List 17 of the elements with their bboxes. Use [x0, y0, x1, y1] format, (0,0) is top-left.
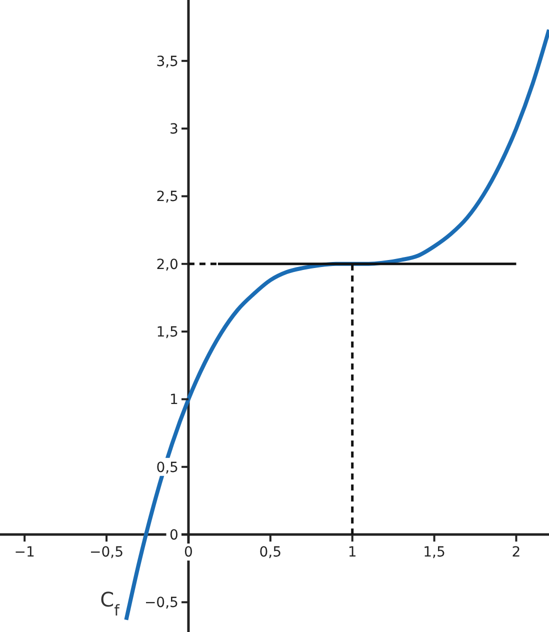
y-tick-label: 1	[170, 392, 178, 408]
x-tick-label: 2	[512, 544, 521, 561]
x-tick-label: 0	[184, 544, 193, 561]
x-tick-label: 1	[348, 544, 357, 561]
x-tick-label: −0,5	[90, 544, 124, 561]
y-tick-label: 0	[170, 528, 178, 544]
y-tick-label: −0,5	[144, 595, 178, 612]
x-tick-label: 0,5	[259, 544, 282, 561]
y-tick-label: 2,5	[156, 189, 178, 206]
annotation: C$_{f}$	[100, 588, 120, 620]
y-tick-label: 2,0	[156, 256, 178, 273]
y-tick-label: 0,5	[156, 460, 178, 476]
y-tick-label: 3	[170, 122, 178, 138]
y-tick-label: 3,5	[156, 54, 178, 70]
x-tick-label: −1	[14, 544, 35, 561]
y-tick-label: 1,5	[156, 324, 178, 341]
x-tick-label: 1,5	[423, 544, 446, 561]
